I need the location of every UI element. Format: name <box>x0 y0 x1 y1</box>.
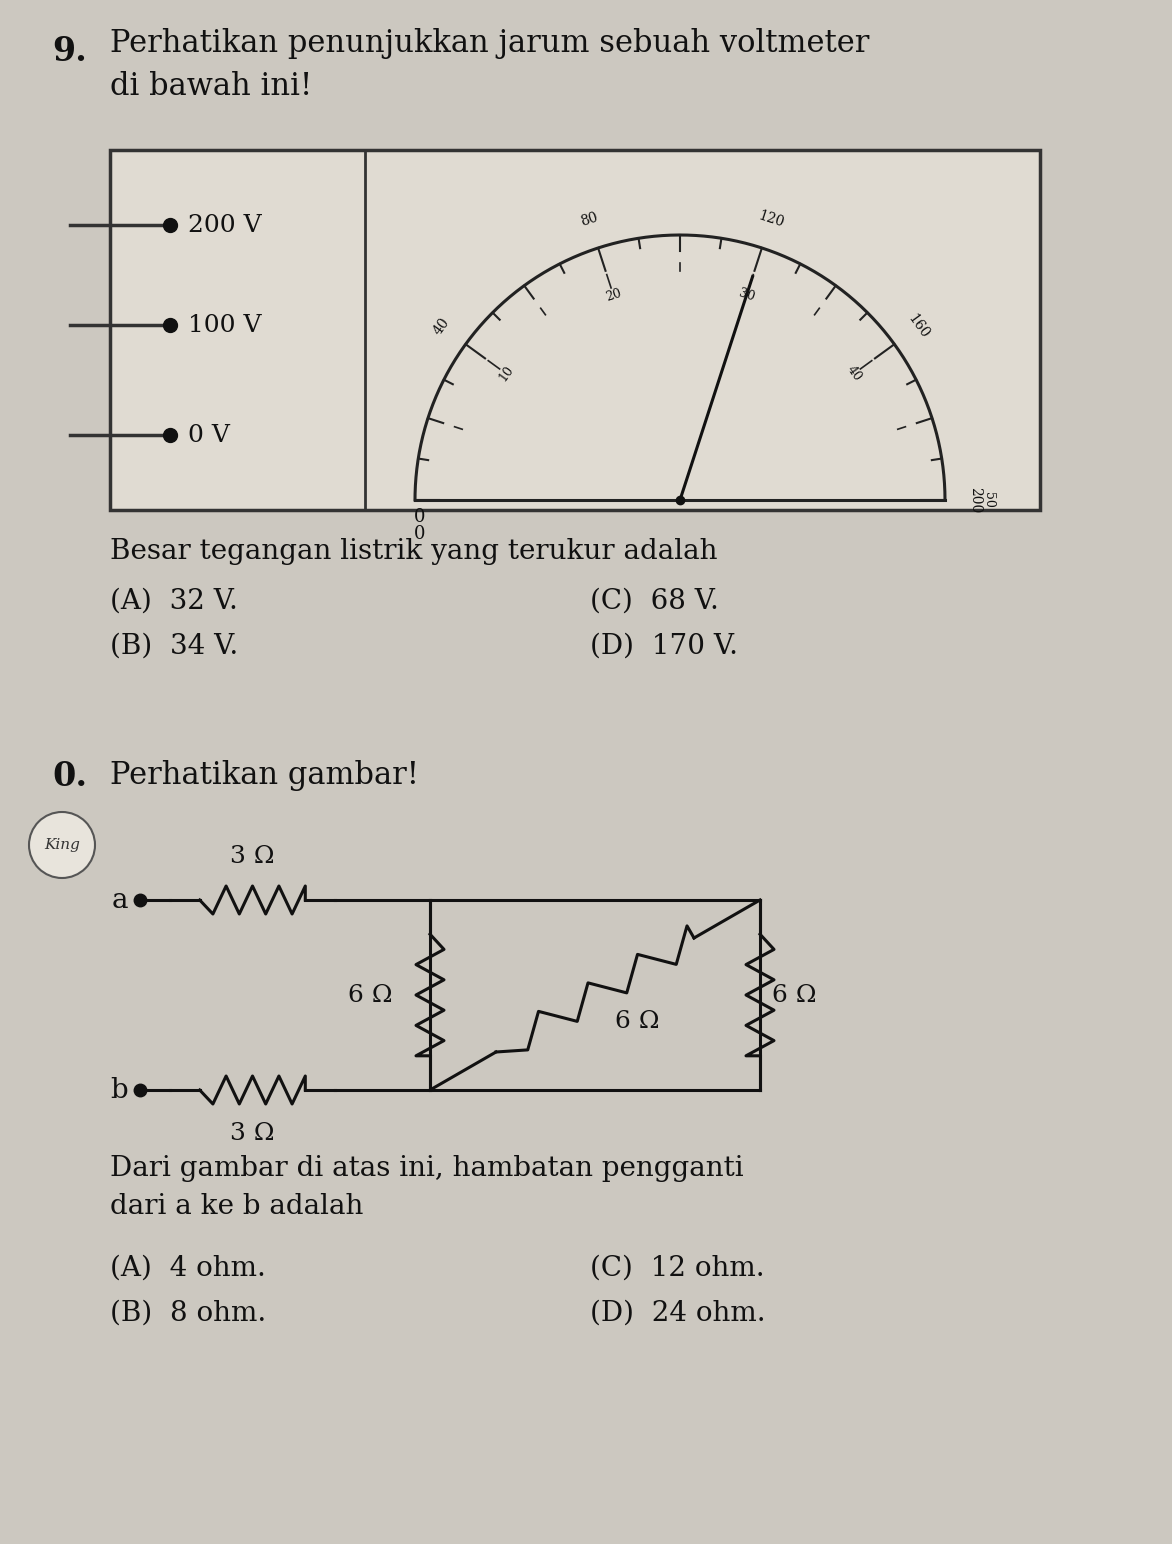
Text: (D)  170 V.: (D) 170 V. <box>590 633 738 659</box>
Text: 200 V: 200 V <box>188 213 261 236</box>
Text: (B)  8 ohm.: (B) 8 ohm. <box>110 1300 266 1326</box>
Bar <box>110 150 1040 510</box>
Text: 3 Ω: 3 Ω <box>230 845 274 868</box>
Text: 0 V: 0 V <box>188 423 230 446</box>
Text: Dari gambar di atas ini, hambatan pengganti
dari a ke b adalah: Dari gambar di atas ini, hambatan pengga… <box>110 1155 743 1220</box>
Text: Perhatikan gambar!: Perhatikan gambar! <box>110 760 420 791</box>
Text: 80: 80 <box>578 210 599 229</box>
Text: Perhatikan penunjukkan jarum sebuah voltmeter
di bawah ini!: Perhatikan penunjukkan jarum sebuah volt… <box>110 28 870 102</box>
Text: 10: 10 <box>496 363 516 384</box>
Text: (A)  32 V.: (A) 32 V. <box>110 588 238 615</box>
Text: 120: 120 <box>756 208 786 230</box>
Text: 6 Ω: 6 Ω <box>348 984 391 1007</box>
Text: (C)  12 ohm.: (C) 12 ohm. <box>590 1255 764 1282</box>
Text: (A)  4 ohm.: (A) 4 ohm. <box>110 1255 266 1282</box>
Text: 160: 160 <box>905 312 932 341</box>
Text: (D)  24 ohm.: (D) 24 ohm. <box>590 1300 765 1326</box>
Text: 50: 50 <box>982 493 995 508</box>
Text: 9.: 9. <box>52 36 87 68</box>
Text: 3 Ω: 3 Ω <box>230 1122 274 1146</box>
Text: 100 V: 100 V <box>188 313 261 337</box>
Text: 40: 40 <box>844 363 864 384</box>
Text: 40: 40 <box>430 315 452 338</box>
Text: 30: 30 <box>737 287 756 304</box>
Text: b: b <box>110 1076 128 1104</box>
Text: 20: 20 <box>604 287 624 304</box>
Text: (C)  68 V.: (C) 68 V. <box>590 588 718 615</box>
Text: 200: 200 <box>968 486 982 513</box>
Text: King: King <box>45 838 80 852</box>
Circle shape <box>29 812 95 879</box>
Text: (B)  34 V.: (B) 34 V. <box>110 633 238 659</box>
Text: 6 Ω: 6 Ω <box>615 1010 660 1033</box>
Text: 0.: 0. <box>52 760 87 794</box>
Text: 0
0: 0 0 <box>414 508 425 542</box>
Text: a: a <box>111 886 128 914</box>
Text: 6 Ω: 6 Ω <box>772 984 817 1007</box>
Text: Besar tegangan listrik yang terukur adalah: Besar tegangan listrik yang terukur adal… <box>110 537 717 565</box>
